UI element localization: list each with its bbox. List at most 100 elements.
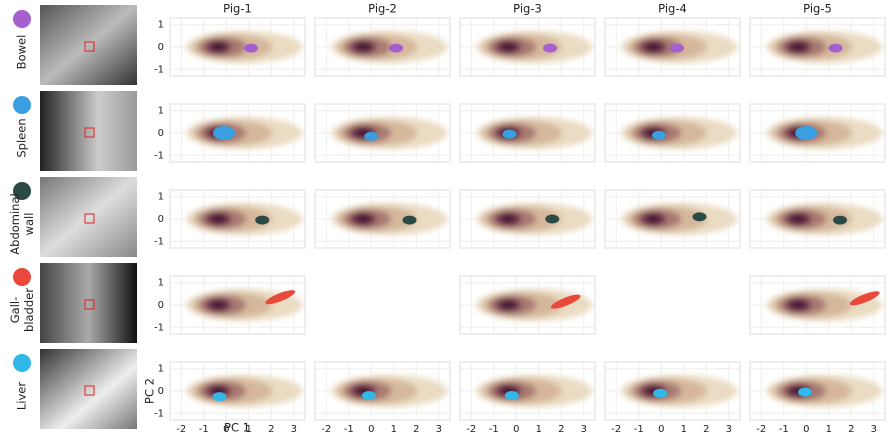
cluster xyxy=(389,43,403,53)
density xyxy=(186,203,303,235)
density xyxy=(186,117,303,149)
density xyxy=(766,203,883,235)
x-tick-label: 3 xyxy=(291,424,297,435)
y-tick-label: -1 xyxy=(154,236,164,247)
density-level xyxy=(502,301,515,309)
y-tick-label: 1 xyxy=(158,364,164,375)
legend-dot xyxy=(13,10,31,28)
x-tick-label: 0 xyxy=(223,424,229,435)
cluster xyxy=(833,215,847,225)
density-level xyxy=(792,43,805,51)
x-tick-label: -2 xyxy=(176,424,186,435)
legend-dot xyxy=(13,182,31,200)
density-level xyxy=(212,301,225,309)
x-tick-label: 2 xyxy=(558,424,564,435)
x-tick-label: -1 xyxy=(779,424,789,435)
panel xyxy=(459,189,596,249)
roi-box xyxy=(84,385,95,396)
cluster xyxy=(692,212,707,222)
cluster xyxy=(543,43,557,53)
x-tick-label: 2 xyxy=(703,424,709,435)
cluster xyxy=(213,126,235,140)
y-tick-label: -1 xyxy=(154,408,164,419)
panel xyxy=(169,361,306,421)
panel xyxy=(604,361,741,421)
x-tick-label: 3 xyxy=(871,424,877,435)
panel xyxy=(459,275,596,335)
density xyxy=(766,31,883,63)
x-tick-label: 0 xyxy=(803,424,809,435)
panel xyxy=(314,103,451,163)
x-tick-label: 1 xyxy=(681,424,687,435)
density-level xyxy=(502,215,515,223)
roi-box xyxy=(84,41,95,52)
cluster xyxy=(212,392,227,402)
density xyxy=(621,117,738,149)
panel xyxy=(604,103,741,163)
density xyxy=(766,117,883,149)
column-title: Pig-5 xyxy=(803,2,832,16)
density xyxy=(476,31,593,63)
x-tick-label: 0 xyxy=(513,424,519,435)
y-axis-label: PC 2 xyxy=(143,378,157,404)
panel xyxy=(169,189,306,249)
y-tick-label: 1 xyxy=(158,20,164,31)
density xyxy=(331,375,448,407)
cluster xyxy=(652,130,666,140)
row-label: Abdominalwall xyxy=(8,193,36,254)
density xyxy=(476,117,593,149)
x-tick-label: 2 xyxy=(413,424,419,435)
x-tick-label: -1 xyxy=(634,424,644,435)
column-title: Pig-1 xyxy=(223,2,252,16)
column-title: Pig-2 xyxy=(368,2,397,16)
panel xyxy=(749,103,886,163)
roi-box xyxy=(84,127,95,138)
density-level xyxy=(357,215,370,223)
legend-dot xyxy=(13,268,31,286)
panel xyxy=(169,17,306,77)
row-label: Liver xyxy=(15,382,29,410)
panel xyxy=(459,103,596,163)
column-title: Pig-4 xyxy=(658,2,687,16)
y-tick-label: -1 xyxy=(154,150,164,161)
tissue-image xyxy=(40,349,137,429)
cluster xyxy=(362,390,376,400)
x-axis-label: PC 1 xyxy=(224,421,250,435)
density-level xyxy=(647,43,660,51)
cluster xyxy=(504,390,519,400)
row-label: Bowel xyxy=(15,35,29,70)
cluster xyxy=(798,387,813,397)
density xyxy=(331,117,448,149)
panel xyxy=(459,17,596,77)
panel xyxy=(314,189,451,249)
x-tick-label: 1 xyxy=(536,424,542,435)
density xyxy=(621,203,738,235)
y-tick-label: 1 xyxy=(158,192,164,203)
row-label: Spleen xyxy=(15,118,29,157)
cluster xyxy=(502,129,517,139)
density xyxy=(476,289,593,321)
x-tick-label: 3 xyxy=(581,424,587,435)
panel xyxy=(604,17,741,77)
tissue-image xyxy=(40,91,137,171)
legend-dot xyxy=(13,96,31,114)
density-level xyxy=(212,215,225,223)
x-tick-label: 3 xyxy=(436,424,442,435)
panel xyxy=(749,361,886,421)
panel xyxy=(749,17,886,77)
panel xyxy=(749,275,886,335)
panel xyxy=(459,361,596,421)
y-tick-label: 0 xyxy=(158,214,164,225)
row-label: Gall-bladder xyxy=(8,288,36,332)
y-tick-label: 0 xyxy=(158,128,164,139)
y-tick-label: -1 xyxy=(154,322,164,333)
y-tick-label: 1 xyxy=(158,106,164,117)
cluster xyxy=(550,294,581,309)
x-tick-label: -2 xyxy=(466,424,476,435)
cluster xyxy=(670,43,684,53)
cluster xyxy=(265,290,296,305)
cluster xyxy=(828,43,843,53)
column-title: Pig-3 xyxy=(513,2,542,16)
density-level xyxy=(792,301,805,309)
